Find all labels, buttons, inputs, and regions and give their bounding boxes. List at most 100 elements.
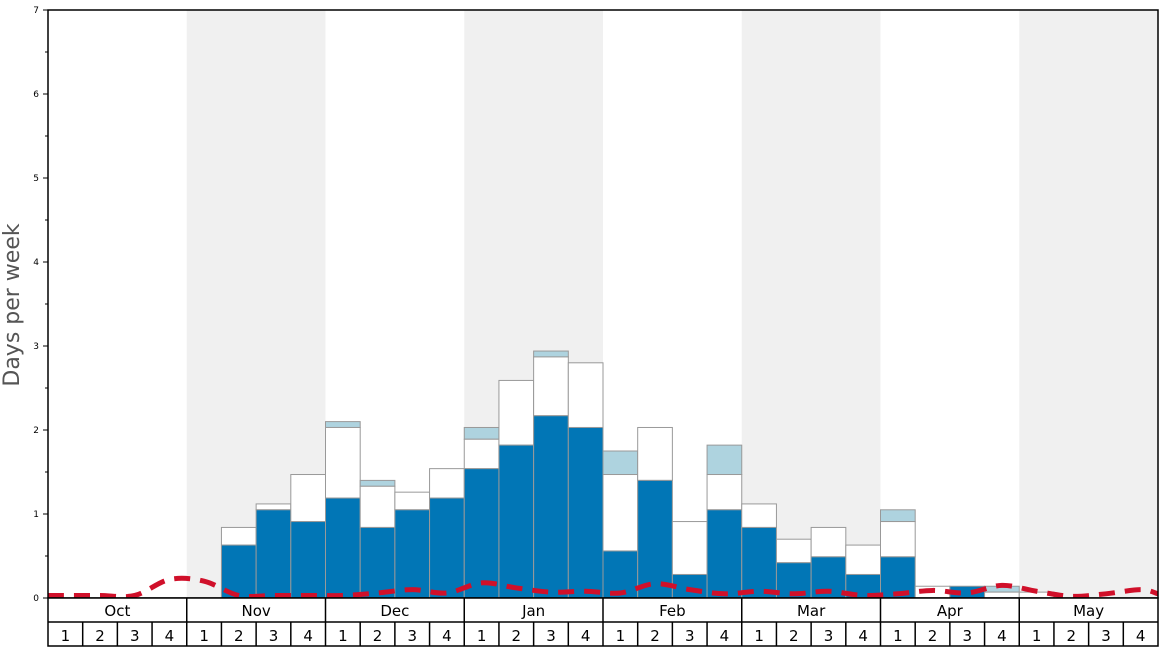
bar-dark-segment (637, 479, 673, 599)
bar-white-segment (845, 544, 881, 575)
week-label: 1 (338, 627, 348, 645)
month-label-feb: Feb (659, 602, 686, 620)
week-label: 3 (269, 627, 279, 645)
week-label: 3 (824, 627, 834, 645)
bar-white-segment (533, 356, 569, 417)
week-label: 2 (373, 627, 383, 645)
bar-dark-segment (325, 497, 361, 599)
bar-white-segment (498, 379, 535, 446)
week-label: 1 (754, 627, 764, 645)
week-label: 1 (893, 627, 903, 645)
month-label-jan: Jan (521, 602, 545, 620)
bar-light-segment (533, 350, 569, 358)
week-label: 3 (546, 627, 556, 645)
bar-white-segment (463, 438, 500, 470)
bar-white-segment (741, 503, 777, 528)
average-line (47, 575, 1159, 600)
week-label: 1 (199, 627, 209, 645)
bar-dark-segment (498, 444, 535, 599)
month-label-nov: Nov (241, 602, 270, 620)
week-label: 2 (512, 627, 522, 645)
bar-white-segment (290, 474, 326, 523)
bar-white-segment (325, 426, 361, 499)
bar-light-segment (706, 444, 743, 476)
y-tick-label: 0 (33, 594, 39, 604)
bar-white-segment (567, 362, 604, 428)
bar-light-segment (359, 479, 396, 487)
bar-white-segment (602, 474, 639, 552)
week-label: 2 (650, 627, 660, 645)
week-label: 3 (130, 627, 140, 645)
week-label: 4 (720, 627, 730, 645)
bars (220, 350, 1055, 599)
bar-white-segment (637, 426, 673, 481)
bar-white-segment (394, 491, 431, 511)
week-label: 3 (1101, 627, 1111, 645)
month-label-may: May (1073, 602, 1104, 620)
month-label-mar: Mar (797, 602, 826, 620)
week-label: 2 (234, 627, 244, 645)
week-label: 1 (616, 627, 626, 645)
week-label: 2 (95, 627, 105, 645)
y-tick-label: 5 (33, 174, 39, 184)
week-label: 4 (997, 627, 1007, 645)
y-tick-label: 1 (33, 510, 39, 520)
bar-white-segment (984, 591, 1020, 599)
bar-light-segment (880, 509, 916, 523)
bar-white-segment (359, 485, 396, 528)
y-tick-label: 3 (33, 342, 39, 352)
month-label-dec: Dec (380, 602, 409, 620)
week-label: 1 (477, 627, 487, 645)
bar-light-segment (463, 426, 500, 440)
y-tick-label: 7 (33, 6, 39, 16)
axes: 0 1 2 3 4 5 6 7 Oct 1 2 3 4 Nov 1 2 3 4 Dec 1 2 3 4 Jan 1 2 3 4 Feb 1… (33, 6, 1159, 647)
bar-dark-segment (741, 526, 777, 599)
bar-white-segment (220, 526, 257, 546)
week-label: 1 (1032, 627, 1042, 645)
bar-white-segment (255, 503, 292, 511)
month-bands (186, 10, 1158, 598)
bar-white-segment (810, 526, 847, 558)
bar-dark-segment (429, 497, 465, 599)
bar-dark-segment (359, 526, 396, 599)
month-band-may (1019, 10, 1158, 598)
week-label: 3 (407, 627, 417, 645)
y-tick-label: 2 (33, 426, 39, 436)
week-label: 4 (858, 627, 868, 645)
bar-dark-segment (602, 550, 639, 599)
week-label: 4 (1136, 627, 1146, 645)
bar-white-segment (429, 468, 465, 499)
average-line-path (47, 575, 1159, 600)
bar-dark-segment (533, 415, 569, 599)
week-label: 4 (303, 627, 313, 645)
month-label-apr: Apr (937, 602, 964, 620)
week-label: 2 (1067, 627, 1077, 645)
bar-white-segment (775, 538, 812, 564)
week-label: 4 (581, 627, 591, 645)
month-label-oct: Oct (104, 602, 130, 620)
week-label: 3 (685, 627, 695, 645)
y-tick-label: 4 (33, 258, 39, 268)
week-label: 2 (789, 627, 799, 645)
bar-light-segment (325, 421, 361, 428)
bar-dark-segment (290, 521, 326, 599)
bar-dark-segment (463, 468, 500, 599)
month-band-mar (741, 10, 881, 598)
bar-white-segment (671, 521, 708, 575)
bar-dark-segment (567, 426, 604, 599)
week-label: 2 (928, 627, 938, 645)
bar-light-segment (602, 450, 639, 476)
bar-white-segment (706, 474, 743, 511)
y-tick-label: 6 (33, 90, 39, 100)
bar-dark-segment (671, 573, 708, 599)
bar-dark-segment (255, 509, 292, 599)
bar-dark-segment (706, 509, 743, 599)
week-label: 4 (165, 627, 175, 645)
week-label: 3 (962, 627, 972, 645)
week-label: 4 (442, 627, 452, 645)
week-label: 1 (61, 627, 71, 645)
bar-dark-segment (394, 509, 431, 599)
bar-white-segment (880, 521, 916, 558)
y-axis-label: Days per week (0, 223, 25, 386)
